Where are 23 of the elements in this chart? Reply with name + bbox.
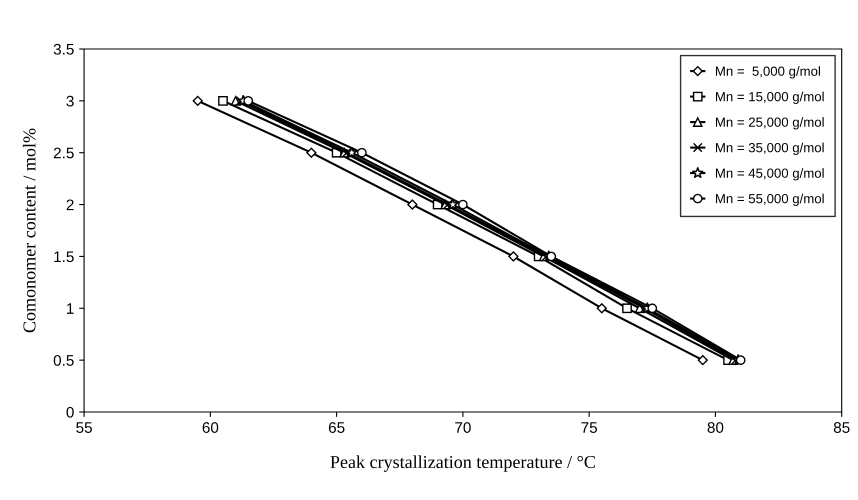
x-tick-label: 85 [834, 422, 850, 433]
y-tick-label: 1.5 [54, 251, 74, 262]
x-tick-label: 55 [76, 422, 92, 433]
x-tick-label: 65 [328, 422, 344, 433]
legend-label: Mn = 45,000 g/mol [716, 168, 824, 180]
legend-label: Mn = 35,000 g/mol [716, 142, 824, 155]
y-tick-label: 0 [66, 406, 74, 418]
legend-label: Mn = 55,000 g/mol [716, 194, 824, 206]
y-tick-label: 2 [66, 199, 74, 210]
y-tick-label: 0.5 [54, 355, 74, 366]
x-tick-label: 75 [581, 422, 598, 433]
y-tick-label: 3 [66, 96, 74, 107]
x-axis-title: Peak crystallization temperature / °C [330, 455, 595, 472]
x-tick-label: 80 [708, 422, 724, 433]
x-tick-label: 70 [455, 422, 471, 433]
legend-label: Mn = 15,000 g/mol [716, 92, 824, 104]
y-tick-label: 3.5 [54, 44, 74, 55]
x-tick-label: 60 [202, 422, 218, 433]
y-tick-label: 1 [67, 303, 74, 314]
legend-label: Mn = 25,000 g/mol [716, 117, 824, 130]
legend-label: Mn = 5,000 g/mol [716, 66, 820, 78]
y-axis-title: Comonomer content / mol% [22, 128, 36, 332]
y-tick-label: 2.5 [54, 148, 74, 158]
